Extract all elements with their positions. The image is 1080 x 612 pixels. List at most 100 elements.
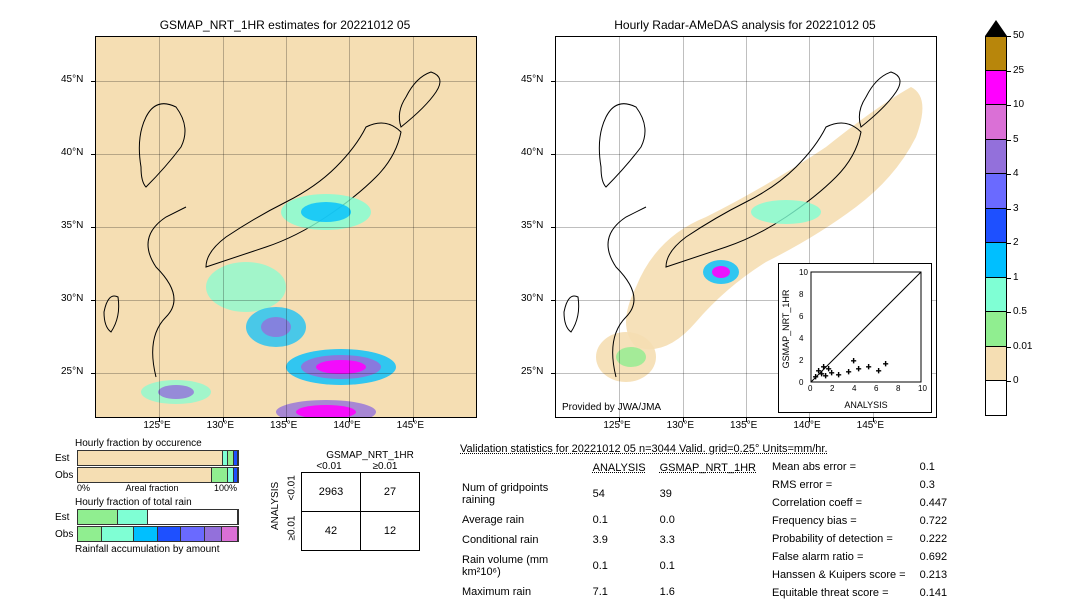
lat-tick: 45°N — [521, 74, 543, 85]
scatter-xtick: 0 — [808, 384, 812, 393]
colorbar-segment — [985, 243, 1007, 278]
colorbar-tick: 4 — [1013, 168, 1019, 179]
colorbar-tick: 25 — [1013, 65, 1024, 76]
matrix-row-1: ≥0.01 — [287, 522, 298, 540]
scatter-xtick: 8 — [896, 384, 900, 393]
lat-tick: 25°N — [61, 366, 83, 377]
lon-tick: 135°E — [730, 420, 757, 431]
metric-value: 0.222 — [920, 531, 960, 547]
metric-label: Mean abs error = — [772, 459, 918, 475]
val-colh-1: ANALYSIS — [593, 459, 658, 477]
scatter-xtick: 6 — [874, 384, 878, 393]
scatter-ytick: 8 — [799, 290, 803, 299]
lon-tick: 135°E — [270, 420, 297, 431]
scatter-xtick: 4 — [852, 384, 856, 393]
val-row-label: Num of gridpoints raining — [462, 479, 591, 510]
validation-metrics: Mean abs error =0.1RMS error =0.3Correla… — [770, 457, 961, 603]
matrix-cell-00: 2963 — [302, 473, 361, 512]
bar-segment — [102, 527, 134, 541]
bar-segment — [234, 468, 238, 482]
totalrain-bar-obs — [77, 526, 239, 542]
lon-tick: 130°E — [667, 420, 694, 431]
colorbar-segment — [985, 140, 1007, 175]
lat-tick: 40°N — [521, 147, 543, 158]
val-row-label: Rain volume (mm km²10⁶) — [462, 551, 591, 582]
bars-title-1: Hourly fraction by occurence — [75, 438, 239, 449]
metric-label: RMS error = — [772, 477, 918, 493]
metric-label: Correlation coeff = — [772, 495, 918, 511]
bar-segment — [134, 527, 158, 541]
metric-label: Probability of detection = — [772, 531, 918, 547]
metric-value: 0.3 — [920, 477, 960, 493]
provided-label: Provided by JWA/JMA — [562, 402, 661, 413]
matrix-col-1: ≥0.01 — [357, 461, 413, 472]
matrix-row-0: <0.01 — [287, 483, 298, 501]
colorbar-tick: 1 — [1013, 272, 1019, 283]
val-row-a: 0.1 — [593, 511, 658, 529]
colorbar-tick: 0.01 — [1013, 341, 1032, 352]
lat-tick: 30°N — [61, 293, 83, 304]
matrix-col-0: <0.01 — [301, 461, 357, 472]
bar-segment — [148, 510, 238, 524]
scatter-ytick: 0 — [799, 378, 803, 387]
metric-value: 0.1 — [920, 459, 960, 475]
lon-tick: 125°E — [143, 420, 170, 431]
metric-value: 0.692 — [920, 549, 960, 565]
colorbar-segment — [985, 71, 1007, 106]
bar-segment — [78, 527, 102, 541]
val-row-label: Average rain — [462, 511, 591, 529]
colorbar-segment — [985, 278, 1007, 313]
val-colh-2: GSMAP_NRT_1HR — [660, 459, 768, 477]
bar-segment — [158, 527, 182, 541]
contingency-matrix: GSMAP_NRT_1HR ANALYSIS <0.01 ≥0.01 <0.01… — [270, 450, 420, 551]
lat-tick: 35°N — [61, 220, 83, 231]
colorbar-segment — [985, 347, 1007, 382]
metric-label: Frequency bias = — [772, 513, 918, 529]
scatter-ytick: 2 — [799, 356, 803, 365]
lat-tick: 45°N — [61, 74, 83, 85]
val-row-a: 0.1 — [593, 551, 658, 582]
right-map-title: Hourly Radar-AMeDAS analysis for 2022101… — [555, 18, 935, 32]
bar-segment — [212, 468, 229, 482]
val-row-b: 3.3 — [660, 531, 768, 549]
bar-segment — [222, 527, 238, 541]
scatter-ytick: 4 — [799, 334, 803, 343]
val-row-b: 0.0 — [660, 511, 768, 529]
scatter-xtick: 2 — [830, 384, 834, 393]
scatter-xtick: 10 — [918, 384, 927, 393]
lat-tick: 30°N — [521, 293, 543, 304]
bars-axis-1: Areal fraction — [125, 483, 178, 493]
scatter-ytick: 6 — [799, 312, 803, 321]
lat-tick: 40°N — [61, 147, 83, 158]
colorbar-segment — [985, 381, 1007, 416]
val-row-b: 39 — [660, 479, 768, 510]
colorbar-tick: 0 — [1013, 375, 1019, 386]
metric-label: Hanssen & Kuipers score = — [772, 567, 918, 583]
lon-tick: 125°E — [603, 420, 630, 431]
lat-tick: 25°N — [521, 366, 543, 377]
bar-segment — [205, 527, 221, 541]
colorbar-segment — [985, 312, 1007, 347]
bars-title-3: Rainfall accumulation by amount — [75, 544, 239, 555]
lon-tick: 130°E — [207, 420, 234, 431]
val-row-label: Maximum rain — [462, 583, 591, 601]
bar-row-est-1: Est — [55, 453, 77, 464]
colorbar-tick: 50 — [1013, 30, 1024, 41]
validation-left-table: ANALYSIS GSMAP_NRT_1HR Num of gridpoints… — [460, 457, 770, 603]
occurrence-bar-obs — [77, 467, 239, 483]
scatter-ytick: 10 — [799, 268, 808, 277]
bars-title-2: Hourly fraction of total rain — [75, 497, 239, 508]
colorbar-tick: 5 — [1013, 134, 1019, 145]
colorbar-tick: 2 — [1013, 237, 1019, 248]
bars-section: Hourly fraction by occurence Est Obs 0% … — [55, 438, 239, 555]
metric-value: 0.141 — [920, 585, 960, 601]
val-row-b: 1.6 — [660, 583, 768, 601]
bar-row-est-2: Est — [55, 512, 77, 523]
totalrain-bar-est — [77, 509, 239, 525]
metric-label: False alarm ratio = — [772, 549, 918, 565]
bar-segment — [78, 468, 212, 482]
validation-title: Validation statistics for 20221012 05 n=… — [460, 443, 1020, 455]
bar-segment — [78, 510, 118, 524]
bar-segment — [118, 510, 147, 524]
colorbar-tick: 10 — [1013, 99, 1024, 110]
